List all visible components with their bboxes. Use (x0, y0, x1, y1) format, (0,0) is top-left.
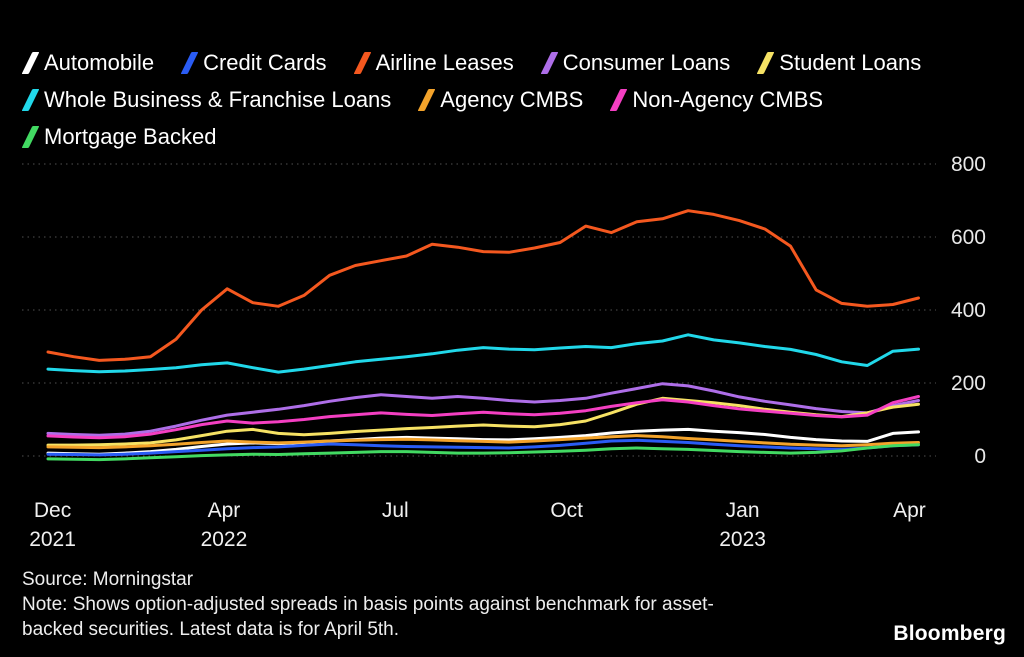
legend-label: Mortgage Backed (44, 124, 217, 149)
y-axis-label-600: 600 (951, 226, 986, 249)
series-line-mortgage-backed (46, 443, 920, 462)
series-line-credit-cards (46, 438, 920, 457)
series-line-consumer-loans (46, 382, 920, 437)
series-line-student-loans (46, 396, 920, 447)
legend-slash-icon (756, 52, 775, 74)
y-axis-label-400: 400 (951, 299, 986, 322)
series-line-non-agency-cmbs (46, 395, 920, 440)
legend-item-non-agency-cmbs: Non-Agency CMBS (609, 87, 824, 113)
x-axis-label-apr: Apr (208, 499, 241, 522)
legend-slash-icon (21, 89, 40, 111)
legend-item-mortgage-backed: Mortgage Backed (21, 124, 217, 150)
chart-legend: Automobile Credit Cards Airline Leases Cons… (21, 50, 957, 161)
legend-label: Non-Agency CMBS (632, 87, 824, 112)
source-text: Source: Morningstar (22, 569, 194, 590)
y-axis-label-800: 800 (951, 153, 986, 176)
x-axis-year-2022: 2022 (201, 528, 248, 551)
legend-slash-icon (180, 52, 199, 74)
legend-label: Whole Business & Franchise Loans (44, 87, 392, 112)
legend-label: Airline Leases (375, 50, 514, 75)
legend-item-credit-cards: Credit Cards (180, 50, 327, 76)
note-line-2: backed securities. Latest data is for Ap… (22, 619, 400, 640)
x-axis-label-jan: Jan (726, 499, 760, 522)
series-line-agency-cmbs (46, 434, 920, 450)
x-axis-label-apr: Apr (893, 499, 926, 522)
legend-slash-icon (21, 52, 40, 74)
legend-label: Credit Cards (203, 50, 327, 75)
legend-label: Consumer Loans (562, 50, 731, 75)
series-line-whole-business-franchise-loans (46, 333, 920, 374)
series-line-airline-leases (46, 209, 920, 362)
legend-row: Whole Business & Franchise Loans Agency C… (21, 87, 957, 113)
bloomberg-logo: Bloomberg (893, 622, 1006, 645)
legend-item-airline-leases: Airline Leases (353, 50, 514, 76)
x-axis-label-jul: Jul (382, 499, 409, 522)
legend-label: Automobile (44, 50, 155, 75)
x-axis-year-2023: 2023 (719, 528, 766, 551)
legend-row: Mortgage Backed (21, 124, 957, 150)
legend-label: Agency CMBS (440, 87, 584, 112)
legend-item-whole-business-franchise-loans: Whole Business & Franchise Loans (21, 87, 392, 113)
chart-canvas: 0 200 400 600 800 Dec 2021 Apr 2022 Jul Oct Jan 2023… (22, 153, 986, 551)
legend-item-automobile: Automobile (21, 50, 155, 76)
x-axis-label-dec: Dec (34, 499, 71, 522)
series-line-automobile (46, 427, 920, 456)
x-axis-label-oct: Oct (550, 499, 583, 522)
chart-footnotes: Source: Morningstar Note: Shows option-a… (22, 567, 714, 642)
legend-slash-icon (353, 52, 371, 74)
legend-slash-icon (540, 52, 559, 74)
legend-row: Automobile Credit Cards Airline Leases Cons… (21, 50, 957, 76)
legend-label: Student Loans (779, 50, 922, 75)
y-axis-label-0: 0 (974, 445, 986, 468)
y-axis-label-200: 200 (951, 372, 986, 395)
legend-item-student-loans: Student Loans (756, 50, 922, 76)
note-line-1: Note: Shows option-adjusted spreads in b… (22, 594, 714, 615)
legend-item-consumer-loans: Consumer Loans (540, 50, 731, 76)
legend-slash-icon (417, 89, 436, 111)
legend-item-agency-cmbs: Agency CMBS (417, 87, 584, 113)
x-axis-year-2021: 2021 (29, 528, 76, 551)
legend-slash-icon (609, 89, 628, 111)
